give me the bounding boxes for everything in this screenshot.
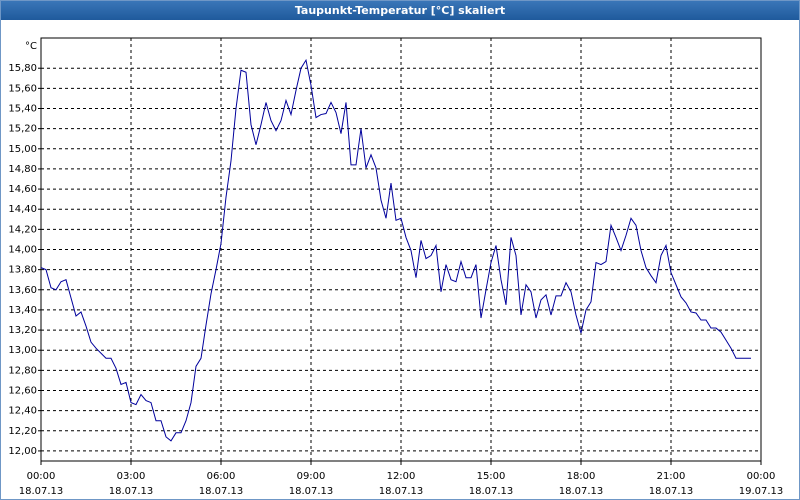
y-tick-label: 12,40 [8, 406, 37, 417]
x-tick-label: 12:00 [387, 471, 416, 482]
y-tick-label: 14,60 [8, 184, 37, 195]
y-tick-label: 13,00 [8, 345, 37, 356]
y-tick-label: 15,00 [8, 144, 37, 155]
data-line [40, 58, 751, 442]
y-tick-label: 15,80 [8, 63, 37, 74]
x-tick-date: 18.07.13 [289, 486, 334, 497]
y-tick-label: 14,20 [8, 224, 37, 235]
y-tick-label: 13,80 [8, 265, 37, 276]
x-tick-date: 18.07.13 [199, 486, 244, 497]
x-tick-date: 18.07.13 [109, 486, 154, 497]
y-tick-label: 13,40 [8, 305, 37, 316]
y-unit: °C [25, 41, 37, 52]
window-title: Taupunkt-Temperatur [°C] skaliert [1, 1, 799, 20]
y-tick-label: 13,60 [8, 285, 37, 296]
y-tick-label: 15,20 [8, 124, 37, 135]
y-tick-label: 14,80 [8, 164, 37, 175]
x-tick-date: 18.07.13 [469, 486, 514, 497]
x-tick-date: 18.07.13 [559, 486, 604, 497]
y-tick-label: 13,20 [8, 325, 37, 336]
chart: °C 12,00 12,20 12,40 12,60 12,80 13,00 13,20 13… [8, 37, 784, 497]
x-tick-date: 18.07.13 [379, 486, 424, 497]
x-tick-date: 18.07.13 [19, 486, 64, 497]
y-tick-label: 14,40 [8, 204, 37, 215]
x-tick-label: 03:00 [117, 471, 146, 482]
x-tick-date: 18.07.13 [649, 486, 694, 497]
y-tick-label: 15,60 [8, 83, 37, 94]
y-tick-label: 12,00 [8, 446, 37, 457]
y-tick-label: 14,00 [8, 245, 37, 256]
y-tick-label: 12,80 [8, 365, 37, 376]
x-tick-date: 19.07.13 [739, 486, 784, 497]
x-tick-label: 00:00 [27, 471, 56, 482]
y-tick-label: 12,20 [8, 426, 37, 437]
x-tick-label: 15:00 [477, 471, 506, 482]
x-tick-label: 00:00 [747, 471, 776, 482]
x-tick-label: 21:00 [657, 471, 686, 482]
x-tick-label: 06:00 [207, 471, 236, 482]
x-tick-label: 18:00 [567, 471, 596, 482]
y-tick-label: 15,40 [8, 104, 37, 115]
y-tick-label: 12,60 [8, 386, 37, 397]
x-tick-label: 09:00 [297, 471, 326, 482]
